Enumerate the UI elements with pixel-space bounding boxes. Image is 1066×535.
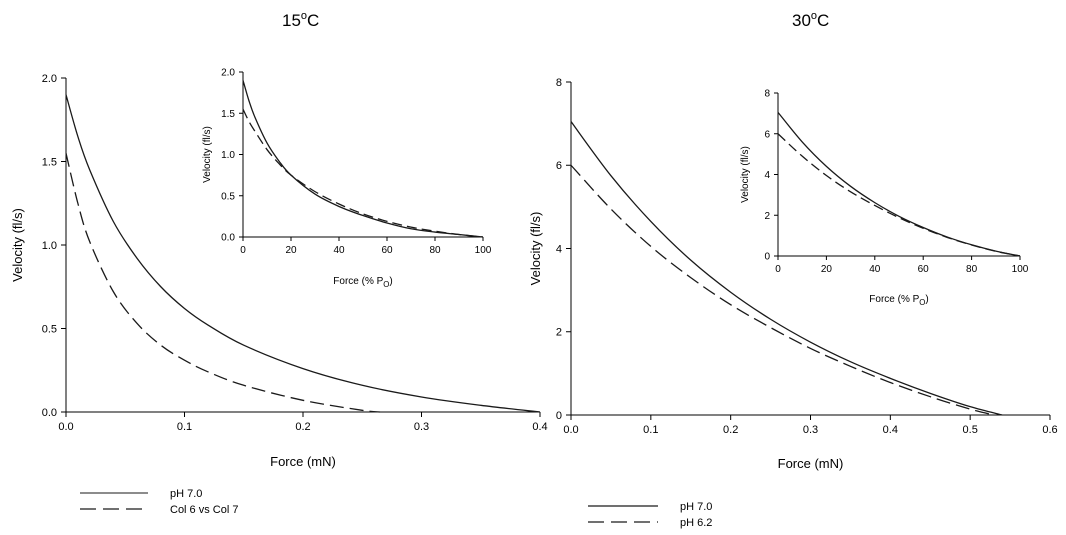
series-line-dashed (777, 133, 1021, 257)
y-axis-label: Velocity (fl/s) (740, 146, 751, 203)
series-line-dashed (242, 108, 484, 238)
x-tick-label: 80 (429, 245, 441, 256)
legend-label-ph70: pH 7.0 (680, 501, 712, 513)
x-tick-label: 0.6 (1042, 424, 1057, 436)
series-line-dashed (65, 153, 381, 413)
y-axis-label: Velocity (fl/s) (10, 208, 25, 282)
series-line-solid (777, 111, 1021, 257)
y-tick-label: 0.5 (221, 191, 235, 202)
x-tick-label: 40 (869, 264, 881, 275)
y-axis-label: Velocity (fl/s) (202, 126, 213, 183)
y-tick-label: 8 (556, 77, 562, 89)
panel-title-30c: 30oC (792, 10, 829, 30)
x-tick-label: 0.5 (963, 424, 978, 436)
x-axis-label: Force (mN) (270, 454, 336, 469)
series-line-solid (570, 121, 1003, 416)
y-tick-label: 6 (764, 129, 770, 140)
x-tick-label: 0.1 (643, 424, 658, 436)
y-tick-label: 6 (556, 160, 562, 172)
y-tick-label: 2.0 (221, 68, 235, 79)
y-tick-label: 1.5 (42, 156, 57, 168)
x-axis-label: Force (% PO) (869, 294, 928, 307)
y-tick-label: 1.0 (221, 150, 235, 161)
y-tick-label: 0 (764, 252, 770, 263)
legend-15c: pH 7.0 Col 6 vs Col 7 (80, 488, 238, 516)
x-tick-label: 0.3 (414, 421, 429, 433)
y-tick-label: 2.0 (42, 73, 57, 85)
x-tick-label: 80 (966, 264, 978, 275)
chart-30c-inset: 0 20 40 60 80 100 0 2 4 6 8 Force (% PO) Velocity (f… (740, 89, 1029, 307)
chart-15c-main: 0.0 0.1 0.2 0.3 0.4 0.0 0.5 1.0 1.5 2.0 Force (mN)… (10, 73, 548, 469)
y-tick-label: 4 (764, 170, 770, 181)
chart-15c-inset: 0 20 40 60 80 100 0.0 0.5 1.0 1.5 2.0 Force (% PO) V… (202, 68, 492, 289)
legend-label-ph70: pH 7.0 (170, 488, 202, 500)
x-tick-label: 0 (240, 245, 246, 256)
y-tick-label: 1.5 (221, 109, 235, 120)
x-tick-label: 0.2 (723, 424, 738, 436)
y-axis-label: Velocity (fl/s) (528, 212, 543, 286)
y-tick-label: 4 (556, 243, 562, 255)
x-tick-label: 0.0 (563, 424, 578, 436)
legend-label-ph62: pH 6.2 (680, 517, 712, 529)
x-axis-label: Force (% PO) (333, 276, 392, 289)
legend-label-col6-col7: Col 6 vs Col 7 (170, 504, 238, 516)
x-tick-label: 0.2 (295, 421, 310, 433)
y-tick-label: 0.5 (42, 323, 57, 335)
x-tick-label: 0.0 (58, 421, 73, 433)
y-tick-label: 1.0 (42, 240, 57, 252)
x-tick-label: 20 (821, 264, 833, 275)
series-line-solid (65, 94, 541, 413)
y-tick-label: 2 (556, 327, 562, 339)
x-tick-label: 20 (285, 245, 297, 256)
x-tick-label: 60 (918, 264, 930, 275)
x-tick-label: 60 (381, 245, 393, 256)
x-tick-label: 100 (475, 245, 492, 256)
panel-title-15c: 15oC (282, 10, 319, 30)
x-axis-label: Force (mN) (778, 456, 844, 471)
y-tick-label: 0.0 (221, 233, 235, 244)
x-tick-label: 40 (333, 245, 345, 256)
legend-30c: pH 7.0 pH 6.2 (588, 501, 712, 529)
series-line-dashed (570, 164, 995, 416)
y-tick-label: 0.0 (42, 407, 57, 419)
x-tick-label: 0 (775, 264, 781, 275)
x-tick-label: 0.4 (532, 421, 547, 433)
x-tick-label: 0.4 (883, 424, 898, 436)
y-tick-label: 8 (764, 89, 770, 100)
series-line-solid (242, 80, 484, 238)
y-tick-label: 2 (764, 211, 770, 222)
y-tick-label: 0 (556, 410, 562, 422)
x-tick-label: 100 (1012, 264, 1029, 275)
chart-30c-main: 0.0 0.1 0.2 0.3 0.4 0.5 0.6 0 2 4 6 8 Force (mN) Velo… (528, 77, 1058, 471)
x-tick-label: 0.3 (803, 424, 818, 436)
x-tick-label: 0.1 (177, 421, 192, 433)
